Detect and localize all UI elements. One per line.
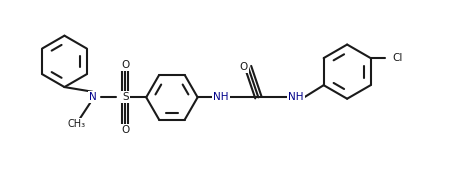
Text: O: O (121, 125, 129, 135)
Text: Cl: Cl (392, 53, 403, 63)
Text: S: S (122, 92, 128, 102)
Text: O: O (121, 60, 129, 70)
Text: CH₃: CH₃ (67, 120, 85, 129)
Text: NH: NH (288, 92, 304, 102)
Text: NH: NH (213, 92, 229, 102)
Text: N: N (89, 92, 96, 102)
Text: O: O (239, 62, 248, 72)
